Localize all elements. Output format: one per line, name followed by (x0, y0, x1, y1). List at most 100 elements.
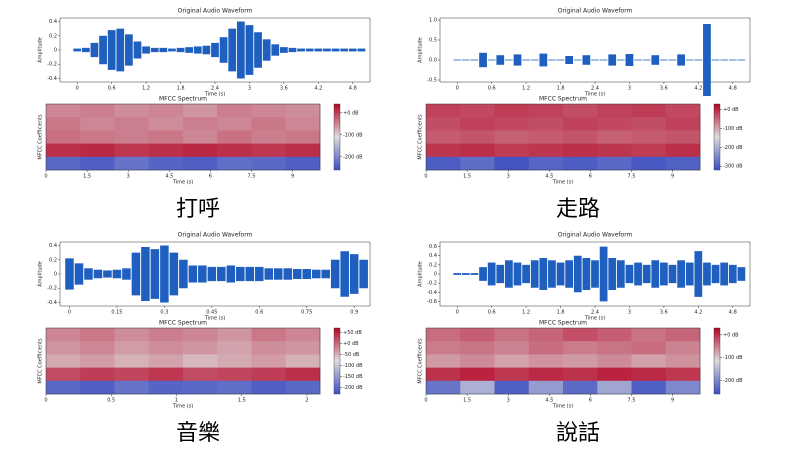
heatmap-cell (80, 328, 115, 342)
heatmap-cell (46, 354, 81, 368)
heatmap-cell (528, 143, 564, 158)
heatmap-cell (114, 341, 150, 355)
x-tick-label: 0.6 (255, 310, 263, 316)
heatmap-cell (80, 380, 115, 395)
x-tick-label: 0.6 (488, 86, 496, 92)
heatmap-cell (563, 104, 598, 118)
heatmap-cell (285, 156, 321, 171)
heatmap-cell (251, 130, 287, 144)
y-axis-label: Amplitude (418, 37, 424, 63)
x-tick-label: 1.5 (238, 398, 246, 404)
heatmap-cell (426, 130, 461, 144)
x-axis-label: Time (s) (172, 404, 193, 410)
heatmap-cell (563, 130, 598, 144)
colorbar-tick-label: -150 dB (343, 374, 363, 380)
y-tick-label: 0.4 (49, 243, 57, 249)
colorbar-tick-label: +0 dB (343, 110, 359, 116)
heatmap-cell (494, 130, 530, 144)
heatmap-cell (631, 104, 667, 118)
heatmap-cell (80, 130, 115, 144)
heatmap-cell (631, 341, 667, 355)
heatmap-cell (183, 341, 218, 355)
heatmap-cell (460, 104, 495, 118)
x-tick-label: 9 (291, 174, 294, 180)
heatmap-cell (563, 341, 598, 355)
x-tick-label: 4.2 (314, 86, 322, 92)
heatmap-cell (528, 117, 564, 131)
x-tick-label: 7.5 (628, 174, 636, 180)
x-axis-label: Time (s) (204, 316, 225, 322)
x-tick-label: 1.2 (142, 86, 150, 92)
caption: 音樂 (176, 421, 220, 446)
chart-title: Original Audio Waveform (178, 8, 253, 15)
heatmap-cell (426, 143, 461, 158)
x-tick-label: 2.4 (591, 86, 599, 92)
x-tick-label: 3 (248, 86, 251, 92)
heatmap-cell (114, 156, 150, 171)
x-axis-label: Time (s) (584, 316, 605, 322)
y-tick-label: 0.2 (429, 262, 437, 268)
caption: 說話 (556, 421, 600, 446)
heatmap-cell (148, 117, 184, 131)
heatmap-cell (563, 117, 598, 131)
y-tick-label: 0.6 (429, 244, 437, 250)
y-axis-label: MFCC Coefficients (418, 338, 424, 384)
heatmap-cell (665, 328, 701, 342)
heatmap-cell (285, 380, 321, 395)
chart-title: Original Audio Waveform (178, 232, 253, 239)
chart-title: MFCC Spectrum (539, 96, 587, 103)
heatmap-cell (631, 354, 667, 368)
heatmap-cell (46, 328, 81, 342)
heatmap-cell (114, 130, 150, 144)
x-tick-label: 9 (671, 398, 674, 404)
heatmap-cell (183, 328, 218, 342)
x-tick-label: 3 (628, 86, 631, 92)
heatmap-cell (80, 354, 115, 368)
x-tick-label: 6 (589, 174, 592, 180)
heatmap-cell (148, 143, 184, 158)
heatmap-cell (251, 328, 287, 342)
heatmap-cell (460, 130, 495, 144)
colorbar-tick-label: -100 dB (343, 132, 363, 138)
y-axis-label: MFCC Coefficients (418, 114, 424, 160)
heatmap-cell (494, 143, 530, 158)
heatmap-cell (528, 156, 564, 171)
heatmap-cell (460, 367, 495, 382)
x-tick-label: 3 (127, 174, 130, 180)
heatmap-cell (148, 341, 184, 355)
heatmap-cell (183, 367, 218, 382)
plot-frame (45, 327, 321, 395)
x-tick-label: 3.6 (660, 86, 668, 92)
y-tick-label: -0.4 (427, 290, 437, 296)
y-tick-label: 0.5 (429, 38, 437, 44)
colorbar-tick-label: -100 dB (343, 363, 363, 369)
heatmap-cell (183, 380, 218, 395)
heatmap-cell (426, 104, 461, 118)
heatmap-cell (251, 354, 287, 368)
heatmap-cell (665, 380, 701, 395)
x-tick-label: 3.6 (660, 310, 668, 316)
x-tick-label: 1.8 (557, 86, 565, 92)
x-tick-label: 1.2 (522, 86, 530, 92)
heatmap-cell (251, 104, 287, 118)
x-tick-label: 3.6 (280, 86, 288, 92)
heatmap-cell (665, 143, 701, 158)
x-tick-label: 2 (305, 398, 308, 404)
heatmap-cell (80, 156, 115, 171)
plot-frame (45, 103, 321, 171)
heatmap-cell (148, 130, 184, 144)
heatmap-cell (46, 341, 81, 355)
heatmap-cell (597, 117, 632, 131)
heatmap-cell (251, 143, 287, 158)
y-tick-label: -0.2 (47, 286, 57, 292)
x-tick-label: 0.45 (206, 310, 217, 316)
heatmap-cell (631, 143, 667, 158)
chart-title: MFCC Spectrum (539, 320, 587, 327)
y-axis-label: Amplitude (38, 261, 44, 287)
heatmap-cell (217, 130, 252, 144)
heatmap-cell (597, 328, 632, 342)
x-tick-label: 7.5 (248, 174, 256, 180)
colorbar-tick-label: +0 dB (343, 341, 359, 347)
heatmap-cell (494, 117, 530, 131)
colorbar-tick-label: -100 dB (723, 126, 743, 132)
